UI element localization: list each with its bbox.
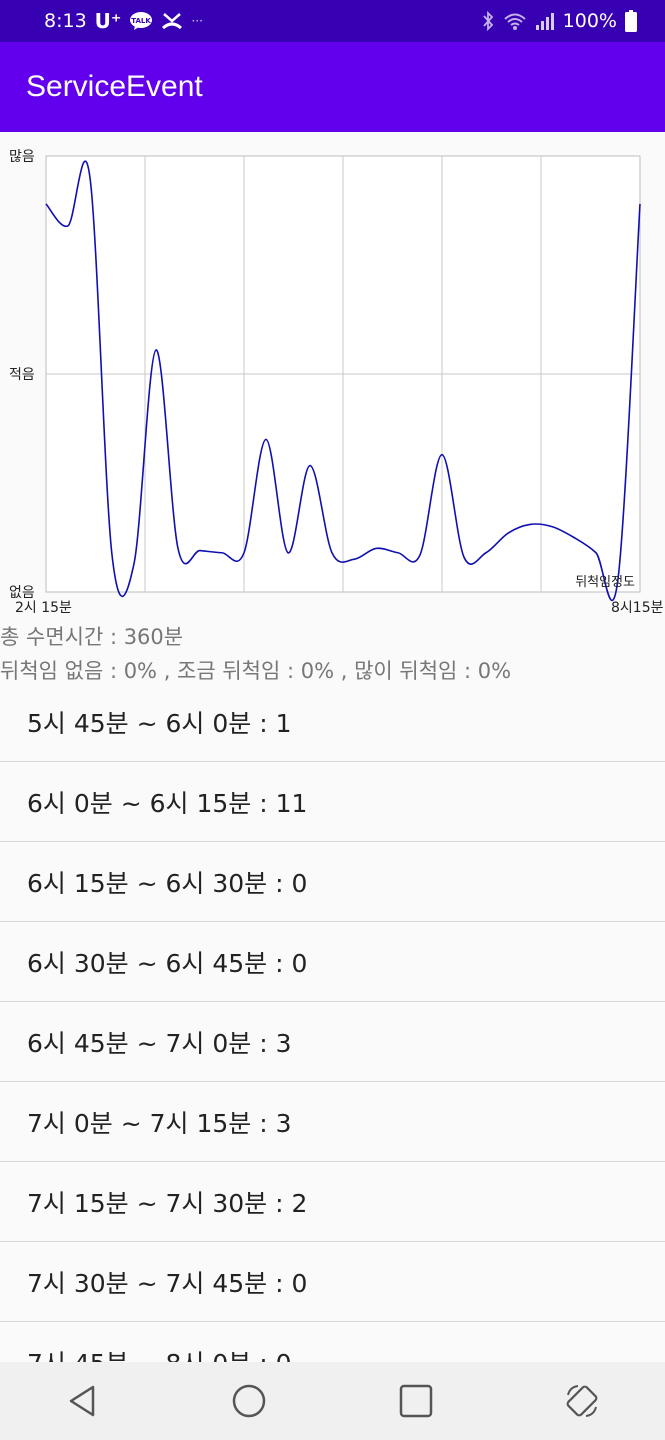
list-item[interactable]: 6시 0분 ~ 6시 15분 : 11 — [0, 762, 665, 842]
chart-svg: 없음 적음 많음 2시 15분 8시15분 뒤척임정도 — [9, 149, 664, 616]
missed-call-icon — [161, 11, 183, 31]
talk-icon: TALK — [129, 11, 153, 31]
y-tick-label: 없음 — [9, 585, 35, 601]
status-left: 8:13 U⁺ TALK ··· — [44, 10, 203, 32]
status-right: 100% — [481, 10, 637, 32]
total-sleep-text: 총 수면시간 : 360분 — [0, 625, 184, 649]
list-item[interactable]: 6시 45분 ~ 7시 0분 : 3 — [0, 1002, 665, 1082]
y-tick-label: 적음 — [9, 367, 35, 383]
app-bar: ServiceEvent — [0, 42, 665, 132]
list-item[interactable]: 7시 15분 ~ 7시 30분 : 2 — [0, 1162, 665, 1242]
y-tick-label: 많음 — [9, 149, 35, 165]
home-icon — [233, 1384, 266, 1418]
summary: 총 수면시간 : 360분 뒤척임 없음 : 0% , 조금 뒤척임 : 0% … — [0, 620, 665, 688]
back-icon — [69, 1385, 95, 1417]
series-line — [45, 160, 641, 601]
list-item[interactable]: 5시 45분 ~ 6시 0분 : 1 — [0, 682, 665, 762]
status-time: 8:13 — [44, 10, 87, 32]
list-item[interactable]: 6시 30분 ~ 6시 45분 : 0 — [0, 922, 665, 1002]
wifi-icon — [503, 11, 527, 31]
battery-icon — [625, 10, 637, 32]
rotate-button[interactable] — [552, 1371, 612, 1431]
list-item[interactable]: 7시 30분 ~ 7시 45분 : 0 — [0, 1242, 665, 1322]
interval-list[interactable]: 5시 45분 ~ 6시 0분 : 1 6시 0분 ~ 6시 15분 : 11 6… — [0, 682, 665, 1362]
svg-text:TALK: TALK — [132, 17, 152, 25]
home-button[interactable] — [219, 1371, 279, 1431]
battery-percent: 100% — [562, 10, 617, 32]
rotate-icon — [566, 1385, 598, 1417]
movement-ratio-text: 뒤척임 없음 : 0% , 조금 뒤척임 : 0% , 많이 뒤척임 : 0% — [0, 659, 512, 683]
list-item[interactable]: 6시 15분 ~ 6시 30분 : 0 — [0, 842, 665, 922]
more-icon: ··· — [191, 14, 203, 28]
legend-label: 뒤척임정도 — [575, 575, 635, 590]
list-item[interactable]: 7시 45분 ~ 8시 0분 : 0 — [0, 1322, 665, 1363]
x-tick-label: 2시 15분 — [15, 600, 72, 616]
carrier-label: U⁺ — [94, 9, 122, 33]
bluetooth-icon — [481, 11, 495, 31]
movement-chart: 없음 적음 많음 2시 15분 8시15분 뒤척임정도 — [0, 132, 665, 622]
recents-icon — [399, 1384, 432, 1418]
signal-icon — [535, 11, 555, 31]
x-tick-label: 8시15분 — [611, 600, 664, 616]
recents-button[interactable] — [386, 1371, 446, 1431]
list-item[interactable]: 7시 0분 ~ 7시 15분 : 3 — [0, 1082, 665, 1162]
back-button[interactable] — [53, 1371, 113, 1431]
app-title: ServiceEvent — [26, 70, 203, 103]
status-bar: 8:13 U⁺ TALK ··· 100% — [0, 0, 665, 42]
navigation-bar — [0, 1362, 665, 1440]
